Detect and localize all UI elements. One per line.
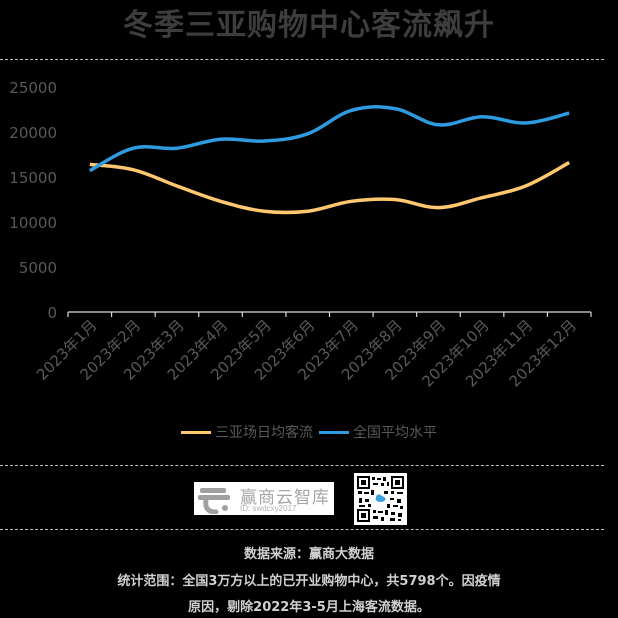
brand-id: ID: swdcxy2017 (240, 504, 297, 513)
y-tick-label: 10000 (9, 214, 57, 232)
legend-item-sanya: 三亚场日均客流 (181, 422, 313, 442)
chart-title: 冬季三亚购物中心客流飙升 (123, 8, 495, 43)
divider-middle (0, 465, 604, 466)
y-tick-label: 15000 (9, 169, 57, 187)
line-chart: 0 5000 10000 15000 20000 25000 2023年1月2023年2月… (9, 79, 592, 391)
x-axis: 2023年1月2023年2月2023年3月2023年4月2023年5月2023年… (33, 311, 592, 391)
legend-swatch-sanya (181, 430, 211, 434)
y-tick-label: 0 (47, 304, 57, 322)
divider-top (0, 59, 604, 60)
brand-name: 赢商云智库 (240, 488, 330, 508)
brand-logo: 赢商云智库 ID: swdcxy2017 (194, 482, 334, 515)
y-tick-label: 20000 (9, 124, 57, 142)
brand-mark-icon (198, 488, 230, 514)
y-axis: 0 5000 10000 15000 20000 25000 (9, 79, 57, 322)
series-lines (88, 105, 571, 215)
divider-bottom (0, 529, 604, 530)
data-scope-line2: 原因，剔除2022年3-5月上海客流数据。 (188, 600, 430, 615)
qr-code-icon (354, 473, 407, 525)
series-line-sanya (89, 161, 571, 215)
chart-legend: 三亚场日均客流 全国平均水平 (0, 422, 618, 442)
y-tick-label: 25000 (9, 79, 57, 97)
legend-label-national: 全国平均水平 (353, 425, 437, 441)
data-source: 数据来源：赢商大数据 (243, 547, 374, 562)
legend-swatch-national (319, 430, 349, 434)
series-line-national (88, 105, 570, 173)
legend-item-national: 全国平均水平 (319, 422, 437, 442)
data-scope-line1: 统计范围：全国3万方以上的已开业购物中心，共5798个。因疫情 (117, 574, 501, 589)
legend-label-sanya: 三亚场日均客流 (215, 425, 313, 441)
y-tick-label: 5000 (19, 259, 57, 277)
